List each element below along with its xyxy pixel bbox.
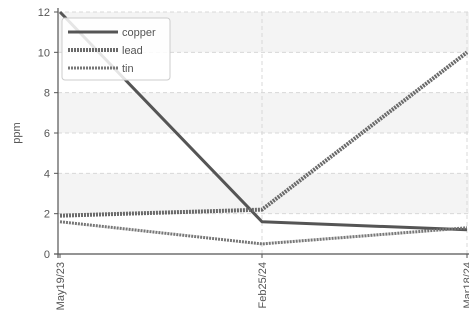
y-tick-label: 6 bbox=[44, 128, 50, 140]
gridlines bbox=[58, 11, 469, 254]
y-tick-label: 12 bbox=[38, 7, 50, 19]
legend-label-tin: tin bbox=[122, 63, 134, 75]
x-tick-label: Feb25/24 bbox=[257, 262, 269, 308]
series-layer bbox=[58, 10, 469, 246]
legend-label-lead: lead bbox=[122, 45, 143, 57]
y-tick-label: 8 bbox=[44, 88, 50, 100]
x-tick-label: Mar18/24 bbox=[462, 262, 469, 308]
plot-band bbox=[58, 92, 469, 133]
axes bbox=[54, 8, 469, 258]
series-line-tin bbox=[59, 220, 468, 246]
tick-labels: 0 2 4 6 8 10 12 May19/23 Feb25/24 Mar18/24 ppm bbox=[11, 7, 469, 310]
y-tick-label: 2 bbox=[44, 209, 50, 221]
y-tick-label: 0 bbox=[44, 249, 50, 261]
y-tick-label: 4 bbox=[44, 168, 50, 180]
legend: copper lead tin bbox=[61, 17, 171, 81]
x-tick-label: May19/23 bbox=[55, 262, 67, 310]
y-axis-title: ppm bbox=[11, 122, 23, 143]
legend-label-copper: copper bbox=[122, 27, 156, 39]
series-line-lead bbox=[59, 50, 469, 218]
series-line-copper bbox=[58, 10, 468, 232]
y-tick-label: 10 bbox=[38, 47, 50, 59]
